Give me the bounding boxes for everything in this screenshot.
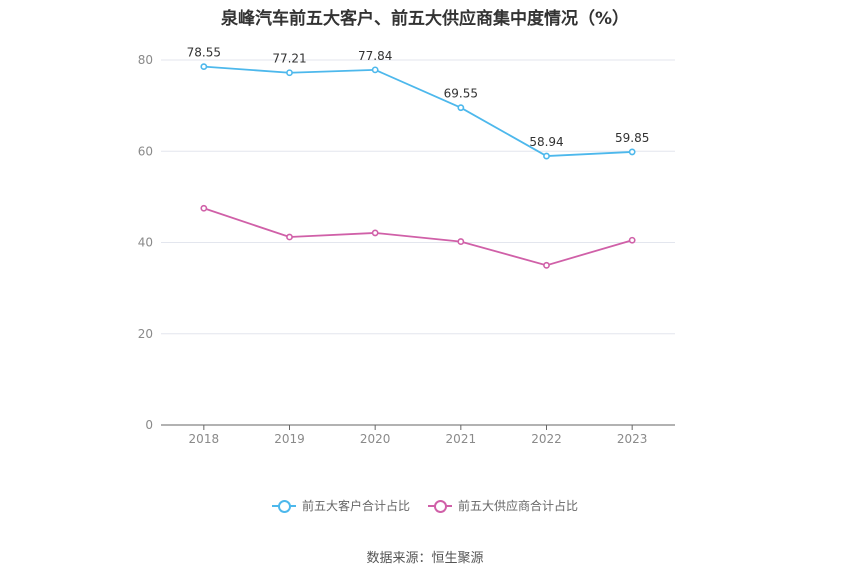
x-tick-label: 2023 <box>617 432 648 446</box>
data-point <box>371 66 379 74</box>
data-label: 77.84 <box>358 49 392 63</box>
data-point <box>628 236 636 244</box>
chart-title: 泉峰汽车前五大客户、前五大供应商集中度情况（%） <box>220 9 630 29</box>
y-tick-label: 60 <box>138 144 153 158</box>
data-point <box>457 238 465 245</box>
data-label: 59.85 <box>615 131 649 145</box>
x-tick-label: 2022 <box>531 432 562 446</box>
series-line-0 <box>203 65 633 157</box>
data-point <box>543 261 550 269</box>
data-point <box>543 152 550 160</box>
data-label: 58.94 <box>529 135 563 149</box>
legend-item-customers[interactable]: 前五大客户合计占比 <box>271 497 410 514</box>
x-tick-label: 2019 <box>274 432 305 446</box>
y-tick-label: 20 <box>138 327 153 341</box>
legend-marker-customers-icon <box>271 499 296 513</box>
data-point <box>628 148 636 156</box>
y-tick-label: 0 <box>145 418 153 432</box>
series-line-1 <box>203 207 633 267</box>
data-point <box>371 229 379 237</box>
legend-marker-suppliers-icon <box>428 499 452 513</box>
data-point <box>457 104 465 112</box>
data-point <box>286 233 293 241</box>
data-point <box>200 204 208 212</box>
legend-item-suppliers[interactable]: 前五大供应商合计占比 <box>428 497 578 514</box>
data-label: 78.55 <box>187 46 221 60</box>
x-tick-label: 2020 <box>360 432 391 446</box>
y-tick-label: 80 <box>138 53 153 67</box>
legend: 前五大客户合计占比 前五大供应商合计占比 <box>0 497 850 514</box>
data-point <box>200 63 208 71</box>
legend-label-customers: 前五大客户合计占比 <box>301 499 410 513</box>
y-tick-label: 40 <box>138 236 153 250</box>
data-label: 77.21 <box>272 52 306 66</box>
x-tick-label: 2021 <box>446 432 477 446</box>
x-tick-label: 2018 <box>189 432 220 446</box>
legend-label-suppliers: 前五大供应商合计占比 <box>458 499 579 513</box>
data-source: 数据来源：恒生聚源 <box>366 551 484 566</box>
data-point <box>286 69 293 77</box>
data-label: 69.55 <box>444 87 478 101</box>
